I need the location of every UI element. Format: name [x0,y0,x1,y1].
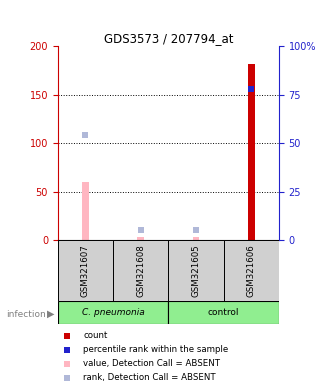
Bar [168,301,279,324]
Point [277,296,282,302]
Bar [113,240,168,301]
Bar [168,240,224,301]
Text: GSM321605: GSM321605 [191,244,200,297]
Point [277,170,282,176]
Text: ▶: ▶ [48,309,55,319]
Point [138,227,143,233]
Text: GSM321607: GSM321607 [81,244,90,297]
Text: value, Detection Call = ABSENT: value, Detection Call = ABSENT [83,359,220,368]
Text: percentile rank within the sample: percentile rank within the sample [83,345,229,354]
Text: C. pneumonia: C. pneumonia [82,308,145,317]
Bar [58,301,168,324]
Text: infection: infection [7,310,46,319]
Point [193,227,199,233]
Text: control: control [208,308,239,317]
Bar [248,63,254,240]
Point [277,43,282,49]
Bar [58,240,113,301]
Bar [137,237,144,240]
Bar [224,240,279,301]
Point [248,86,254,92]
Bar [193,237,199,240]
Text: GSM321606: GSM321606 [247,244,256,297]
Point [83,132,88,138]
Text: count: count [83,331,108,341]
Text: GSM321608: GSM321608 [136,244,145,297]
Bar [82,182,89,240]
Title: GDS3573 / 207794_at: GDS3573 / 207794_at [104,32,233,45]
Text: rank, Detection Call = ABSENT: rank, Detection Call = ABSENT [83,373,216,382]
